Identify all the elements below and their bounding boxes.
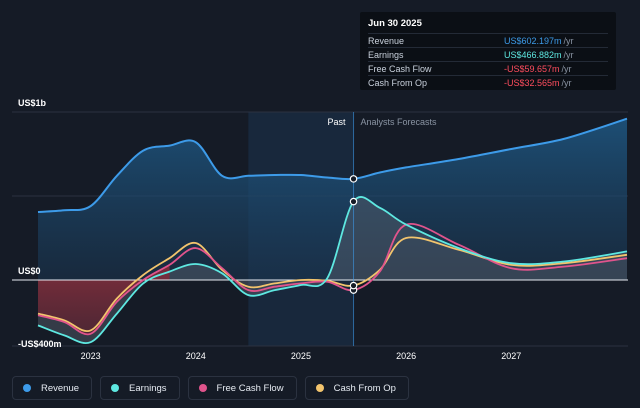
tooltip-value: -US$59.657m: [504, 63, 560, 74]
y-label-bottom: -US$400m: [18, 339, 62, 349]
tooltip: Jun 30 2025 Revenue US$602.197m /yr Earn…: [360, 12, 616, 90]
legend: Revenue Earnings Free Cash Flow Cash Fro…: [12, 376, 409, 400]
tooltip-label: Earnings: [368, 49, 404, 60]
legend-cash-from-op[interactable]: Cash From Op: [304, 376, 409, 400]
x-tick-label: 2027: [501, 351, 521, 360]
legend-free-cash-flow[interactable]: Free Cash Flow: [187, 376, 297, 400]
x-tick-label: 2026: [396, 351, 416, 360]
negative-area: [38, 264, 170, 335]
revenue-area: [38, 118, 627, 280]
tooltip-row-revenue: Revenue US$602.197m /yr: [368, 33, 608, 47]
series-line-free-cash-flow: [37, 222, 628, 336]
tooltip-label: Revenue: [368, 35, 405, 46]
financials-chart: US$1b US$0 -US$400m Past Analysts Foreca…: [12, 98, 628, 360]
tooltip-row-earnings: Earnings US$466.882m /yr: [368, 47, 608, 61]
legend-revenue[interactable]: Revenue: [12, 376, 93, 400]
series-line-revenue: [37, 117, 628, 213]
tooltip-row-free-cash-flow: Free Cash Flow -US$59.657m /yr: [368, 61, 608, 75]
past-label: Past: [328, 117, 347, 127]
tooltip-unit: /yr: [561, 77, 572, 88]
series-line-cash-from-op: [37, 236, 628, 333]
y-label-zero: US$0: [18, 266, 41, 276]
legend-label: Cash From Op: [333, 382, 396, 394]
legend-dot-icon: [198, 384, 207, 392]
tooltip-date: Jun 30 2025: [368, 18, 422, 29]
legend-label: Free Cash Flow: [216, 382, 284, 394]
tooltip-unit: /yr: [561, 63, 572, 74]
tooltip-value: -US$32.565m: [504, 77, 560, 88]
tooltip-value: US$602.197m: [504, 35, 562, 46]
x-tick-label: 2024: [186, 351, 206, 360]
legend-earnings[interactable]: Earnings: [100, 376, 180, 400]
tooltip-label: Free Cash Flow: [368, 63, 432, 74]
legend-label: Earnings: [129, 382, 167, 394]
tooltip-unit: /yr: [563, 49, 574, 60]
tooltip-unit: /yr: [563, 35, 574, 46]
legend-label: Revenue: [41, 382, 80, 394]
marker-earnings: [349, 197, 358, 206]
tooltip-value: US$466.882m: [504, 49, 562, 60]
forecast-label: Analysts Forecasts: [361, 117, 438, 127]
legend-dot-icon: [111, 384, 120, 392]
y-label-top: US$1b: [18, 98, 47, 108]
marker-cash-from-op: [349, 281, 358, 290]
tooltip-label: Cash From Op: [368, 77, 428, 88]
x-tick-label: 2025: [291, 351, 311, 360]
x-tick-label: 2023: [81, 351, 101, 360]
legend-dot-icon: [315, 384, 324, 392]
series-line-earnings: [37, 196, 628, 344]
earnings-area: [38, 196, 627, 344]
marker-revenue: [349, 175, 358, 183]
tooltip-row-cash-from-op: Cash From Op -US$32.565m /yr: [368, 75, 608, 89]
legend-dot-icon: [23, 384, 31, 392]
